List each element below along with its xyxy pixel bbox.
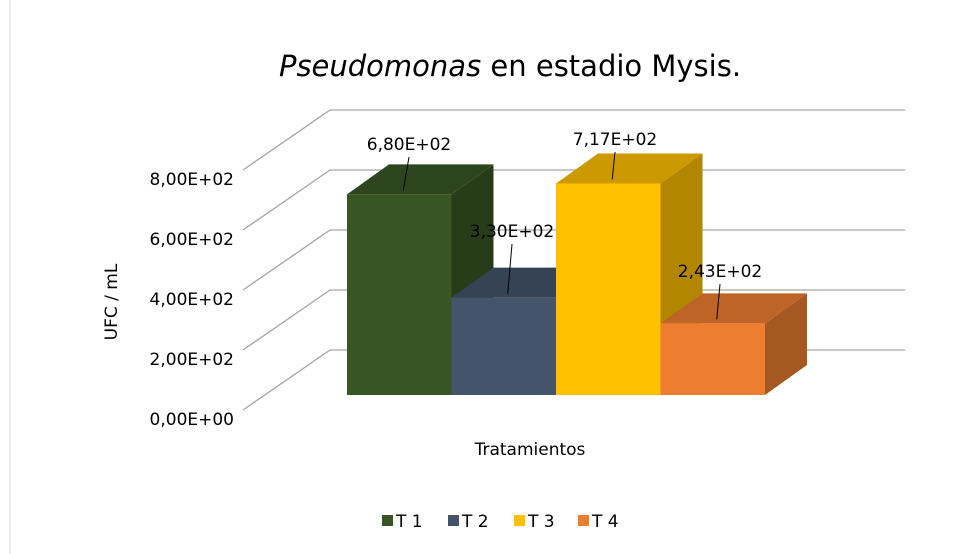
bar-top (660, 293, 807, 324)
chart-title: Pseudomonas en estadio Mysis. (279, 49, 741, 83)
title-italic: Pseudomonas (279, 49, 481, 83)
y-tick-label: 4,00E+02 (150, 290, 234, 310)
leader-line (402, 156, 410, 191)
data-label: 3,30E+02 (470, 222, 554, 242)
bar (347, 194, 452, 395)
bar (660, 323, 765, 395)
x-axis-label: Tratamientos (474, 440, 586, 460)
grid-line (242, 229, 905, 291)
bar (451, 297, 556, 395)
legend-label: T 1 (395, 512, 423, 532)
leader-line (507, 243, 513, 294)
data-label: 7,17E+02 (573, 130, 657, 150)
grid-line (242, 289, 905, 351)
legend-swatch (382, 515, 393, 526)
legend-label: T 4 (591, 512, 619, 532)
bar-top (556, 153, 703, 184)
data-label: 6,80E+02 (367, 135, 451, 155)
legend-label: T 2 (461, 512, 489, 532)
bar-top (347, 164, 494, 195)
legend-swatch (514, 515, 525, 526)
bar (556, 183, 661, 395)
leader-line (611, 151, 616, 180)
legend-swatch (448, 515, 459, 526)
legend-label: T 3 (527, 512, 555, 532)
grid-line (242, 169, 905, 231)
leader-line (716, 283, 721, 320)
title-rest: en estadio Mysis. (481, 49, 741, 83)
legend-swatch (578, 515, 589, 526)
y-tick-label: 8,00E+02 (150, 170, 234, 190)
y-axis-label: UFC / mL (102, 263, 122, 340)
bar-side (765, 293, 807, 395)
grid-line (242, 109, 905, 171)
y-tick-label: 2,00E+02 (150, 350, 234, 370)
y-tick-label: 6,00E+02 (150, 230, 234, 250)
y-tick-label: 0,00E+00 (150, 410, 234, 430)
data-label: 2,43E+02 (678, 262, 762, 282)
